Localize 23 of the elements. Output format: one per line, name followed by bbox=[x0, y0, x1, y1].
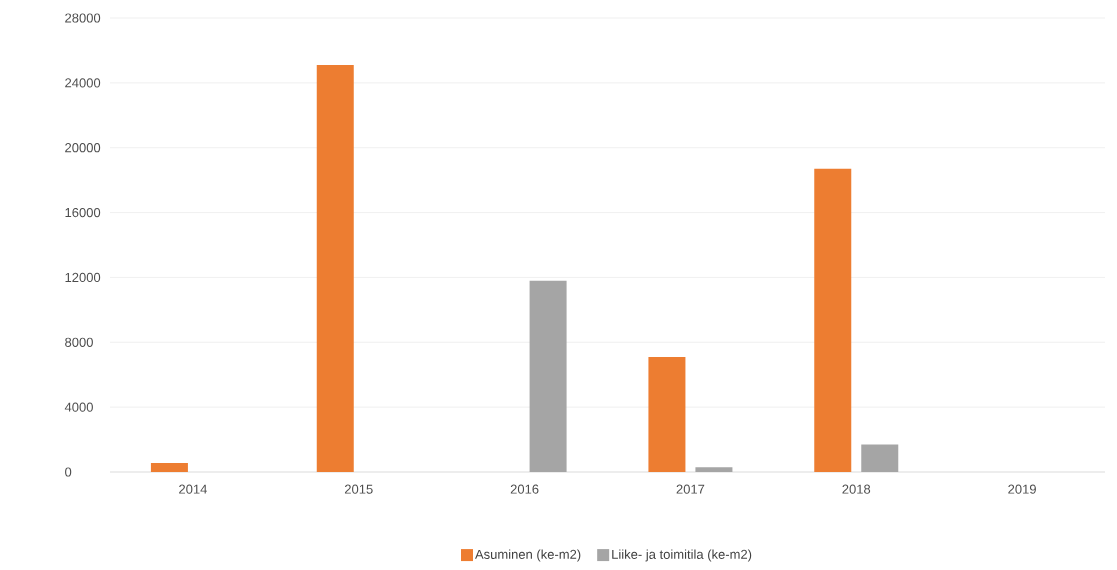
legend-label: Asuminen (ke-m2) bbox=[475, 549, 581, 562]
y-tick-label: 0 bbox=[65, 467, 72, 477]
x-tick-label: 2016 bbox=[510, 484, 539, 494]
y-tick-label: 4000 bbox=[64, 402, 93, 412]
bar bbox=[529, 280, 567, 472]
x-tick-label: 2019 bbox=[1008, 484, 1036, 494]
x-tick-label: 2014 bbox=[179, 484, 207, 494]
y-tick-label: 28000 bbox=[65, 13, 101, 23]
bar bbox=[150, 463, 188, 472]
y-tick-label: 12000 bbox=[65, 272, 101, 283]
bar bbox=[695, 467, 733, 472]
y-tick-label: 8000 bbox=[65, 337, 93, 347]
bar bbox=[814, 168, 852, 472]
y-tick-label: 20000 bbox=[65, 143, 101, 153]
legend-label: Liike- ja toimitila (ke-m2) bbox=[612, 549, 752, 562]
x-tick-label: 2015 bbox=[344, 484, 373, 494]
y-tick-label: 24000 bbox=[65, 78, 101, 88]
bar bbox=[648, 356, 686, 472]
bar bbox=[861, 444, 899, 472]
x-tick-label: 2017 bbox=[676, 484, 705, 494]
y-tick-label: 16000 bbox=[65, 207, 101, 218]
bar bbox=[316, 65, 354, 472]
x-tick-label: 2018 bbox=[842, 484, 871, 494]
